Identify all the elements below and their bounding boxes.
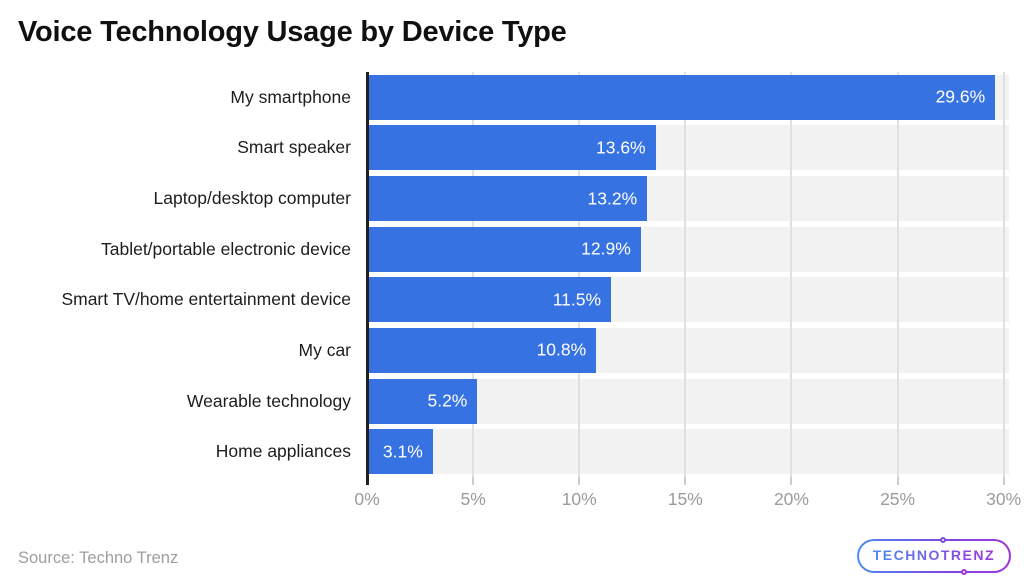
bar: 11.5% bbox=[367, 277, 612, 323]
category-label: Smart TV/home entertainment device bbox=[61, 289, 351, 310]
bar-value-label: 3.1% bbox=[382, 441, 423, 462]
bar: 13.6% bbox=[367, 125, 656, 171]
bar-value-label: 12.9% bbox=[581, 238, 631, 259]
axis-tick bbox=[472, 477, 475, 485]
chart-title: Voice Technology Usage by Device Type bbox=[18, 16, 567, 48]
brand-logo: TECHNOTRENZ bbox=[857, 537, 1011, 575]
category-label: Home appliances bbox=[215, 441, 351, 462]
category-label: My car bbox=[298, 339, 352, 360]
gridline bbox=[472, 72, 475, 477]
bar-value-label: 13.6% bbox=[596, 137, 646, 158]
axis-tick-label: 25% bbox=[880, 489, 916, 509]
axis-tick-label: 10% bbox=[561, 489, 597, 509]
bar-track bbox=[367, 429, 1009, 475]
axis-tick-label: 30% bbox=[986, 489, 1022, 509]
plot-area: 29.6% 13.6% 13.2% 12.9% 11.5% 10.8% 5.2% 3.1% 0… bbox=[354, 72, 1021, 509]
gridline bbox=[790, 72, 793, 477]
category-label: Laptop/desktop computer bbox=[153, 188, 352, 209]
bar-value-label: 10.8% bbox=[536, 339, 587, 360]
axis-tick bbox=[1002, 477, 1005, 485]
axis-tick bbox=[684, 477, 687, 485]
bar: 12.9% bbox=[367, 226, 641, 272]
category-label: Tablet/portable electronic device bbox=[100, 238, 351, 259]
gridline bbox=[578, 72, 581, 477]
category-label: Smart speaker bbox=[237, 137, 351, 158]
bar-value-label: 5.2% bbox=[427, 390, 468, 411]
bar: 5.2% bbox=[367, 378, 478, 424]
circuit-dot-icon bbox=[960, 569, 967, 575]
bar: 29.6% bbox=[367, 74, 996, 120]
source-text: Source: Techno Trenz bbox=[18, 549, 179, 567]
bar-value-label: 29.6% bbox=[935, 86, 986, 107]
bar: 3.1% bbox=[367, 429, 433, 475]
axis-tick bbox=[578, 477, 581, 485]
bar: 13.2% bbox=[367, 176, 648, 222]
circuit-dot-icon bbox=[939, 537, 946, 543]
gridline bbox=[896, 72, 899, 477]
axis-tick-label: 5% bbox=[460, 489, 486, 509]
brand-logo-text: TECHNOTRENZ bbox=[872, 547, 995, 563]
y-axis-line bbox=[366, 72, 369, 485]
gridline bbox=[684, 72, 687, 477]
category-label: My smartphone bbox=[230, 86, 351, 107]
axis-tick bbox=[790, 477, 793, 485]
axis-tick bbox=[896, 477, 899, 485]
category-label: Wearable technology bbox=[186, 390, 351, 411]
axis-tick-label: 0% bbox=[354, 489, 380, 509]
bar: 10.8% bbox=[367, 327, 597, 373]
bar-value-label: 13.2% bbox=[587, 188, 638, 209]
bar-value-label: 11.5% bbox=[552, 289, 602, 310]
gridline bbox=[1002, 72, 1005, 477]
axis-tick-label: 15% bbox=[667, 489, 703, 509]
axis-tick-label: 20% bbox=[773, 489, 809, 509]
